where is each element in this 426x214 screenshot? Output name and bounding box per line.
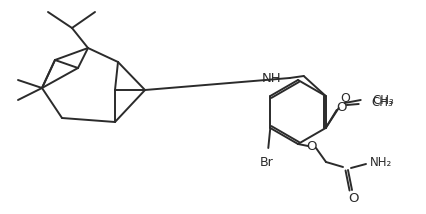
Text: O: O bbox=[340, 92, 350, 105]
Text: NH: NH bbox=[262, 71, 281, 85]
Text: Br: Br bbox=[259, 156, 273, 169]
Text: O: O bbox=[306, 140, 317, 153]
Text: NH₂: NH₂ bbox=[369, 156, 391, 168]
Text: CH₃: CH₃ bbox=[371, 95, 392, 108]
Text: CH₃: CH₃ bbox=[372, 94, 394, 107]
Text: O: O bbox=[336, 101, 346, 113]
Text: O: O bbox=[348, 192, 358, 205]
